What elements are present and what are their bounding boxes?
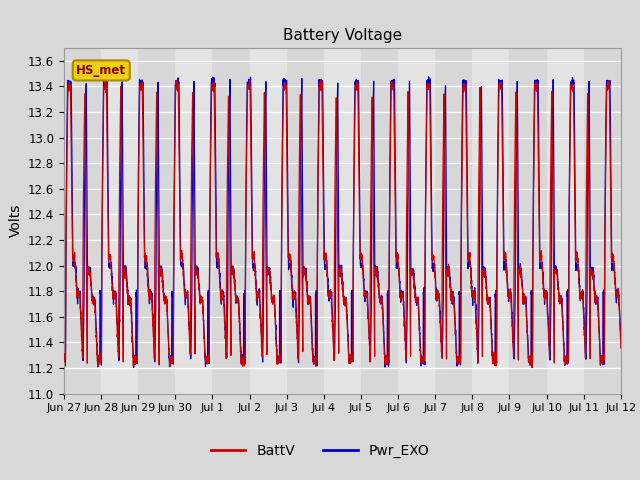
Legend: BattV, Pwr_EXO: BattV, Pwr_EXO xyxy=(205,438,435,464)
Pwr_EXO xyxy=(102,79,110,84)
Pwr_EXO xyxy=(460,79,467,84)
BattV xyxy=(60,352,68,358)
BattV xyxy=(617,345,625,351)
Pwr_EXO xyxy=(518,269,525,275)
BattV xyxy=(528,365,536,371)
Bar xyxy=(435,48,472,394)
Bar xyxy=(361,48,398,394)
Y-axis label: Volts: Volts xyxy=(8,204,22,238)
Pwr_EXO xyxy=(228,267,236,273)
Bar xyxy=(287,48,324,394)
BattV xyxy=(228,271,236,276)
BattV xyxy=(460,85,467,91)
Bar xyxy=(250,48,287,394)
Line: Pwr_EXO: Pwr_EXO xyxy=(64,77,621,368)
Bar xyxy=(64,48,101,394)
Bar xyxy=(547,48,584,394)
Title: Battery Voltage: Battery Voltage xyxy=(283,28,402,43)
Line: BattV: BattV xyxy=(64,80,621,368)
Bar xyxy=(212,48,250,394)
BattV xyxy=(568,81,576,87)
BattV xyxy=(317,77,325,83)
Pwr_EXO xyxy=(617,334,625,340)
Bar xyxy=(324,48,361,394)
Pwr_EXO xyxy=(568,79,576,84)
BattV xyxy=(517,274,525,279)
Pwr_EXO xyxy=(207,79,215,85)
Bar xyxy=(509,48,547,394)
Pwr_EXO xyxy=(60,293,68,299)
BattV xyxy=(207,102,215,108)
Text: HS_met: HS_met xyxy=(76,64,126,77)
Bar xyxy=(101,48,138,394)
Bar xyxy=(472,48,509,394)
Bar xyxy=(175,48,212,394)
Bar xyxy=(398,48,435,394)
Bar xyxy=(138,48,175,394)
Bar xyxy=(584,48,621,394)
Pwr_EXO xyxy=(130,365,138,371)
Pwr_EXO xyxy=(425,74,433,80)
BattV xyxy=(102,85,110,91)
